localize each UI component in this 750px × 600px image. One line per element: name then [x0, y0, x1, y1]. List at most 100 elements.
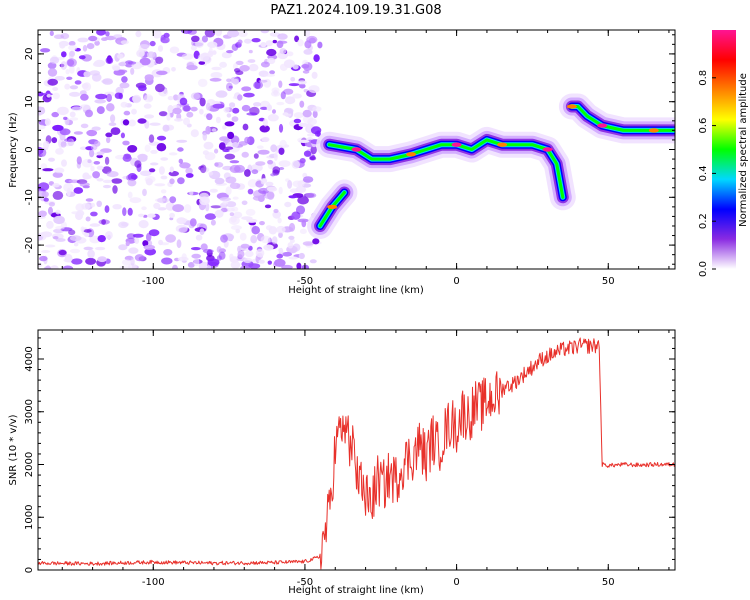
noise-speck: [69, 65, 75, 74]
noise-speck: [241, 104, 251, 112]
noise-speck: [278, 232, 283, 238]
noise-speck: [241, 151, 249, 158]
noise-speck: [122, 140, 130, 146]
noise-speck: [245, 250, 254, 258]
noise-speck: [69, 50, 75, 57]
noise-speck: [38, 91, 44, 97]
noise-speck: [82, 174, 92, 180]
noise-speck: [183, 117, 190, 126]
colorbar-tick-label: 0.4: [698, 165, 709, 181]
noise-speck: [222, 125, 227, 130]
noise-speck: [190, 92, 201, 100]
noise-speck: [38, 182, 50, 191]
noise-speck: [90, 202, 96, 208]
noise-speck: [214, 162, 224, 168]
noise-speck: [106, 103, 115, 112]
noise-speck: [153, 202, 161, 209]
noise-speck: [78, 55, 86, 60]
noise-speck: [269, 70, 275, 75]
noise-speck: [243, 257, 253, 264]
noise-speck: [178, 158, 183, 164]
noise-speck: [263, 244, 274, 251]
noise-speck: [226, 113, 232, 118]
noise-speck: [53, 215, 65, 225]
noise-speck: [144, 175, 156, 183]
noise-speck: [104, 205, 110, 213]
noise-speck: [253, 81, 264, 89]
noise-speck: [52, 87, 59, 91]
noise-speck: [226, 82, 233, 92]
noise-speck: [48, 157, 55, 162]
noise-speck: [41, 250, 51, 253]
noise-speck: [161, 257, 173, 265]
noise-speck: [195, 234, 203, 241]
snr-ylabel: SNR (10 * v/v): [8, 414, 19, 485]
noise-speck: [258, 259, 265, 264]
noise-speck: [177, 147, 184, 152]
noise-speck: [123, 110, 131, 116]
noise-speck: [90, 165, 95, 172]
noise-speck: [185, 167, 193, 175]
y-tick-label: 2000: [24, 452, 35, 477]
noise-speck: [94, 99, 107, 104]
y-tick-label: 4000: [24, 346, 35, 371]
noise-speck: [302, 176, 314, 183]
noise-speck: [190, 106, 198, 112]
noise-speck: [296, 262, 302, 269]
noise-speck: [312, 106, 322, 112]
noise-speck: [210, 219, 216, 226]
noise-speck: [253, 102, 262, 107]
noise-speck: [276, 101, 285, 106]
noise-speck: [45, 265, 51, 269]
spectrogram-xlabel: Height of straight line (km): [288, 285, 424, 296]
noise-speck: [229, 164, 241, 174]
noise-speck: [96, 106, 105, 115]
noise-speck: [49, 30, 54, 36]
noise-speck: [306, 123, 312, 127]
noise-speck: [126, 233, 136, 240]
noise-speck: [138, 220, 149, 229]
noise-speck: [160, 175, 168, 180]
noise-speck: [44, 118, 51, 126]
noise-speck: [144, 114, 155, 119]
noise-speck: [85, 257, 97, 265]
noise-speck: [283, 88, 294, 95]
noise-speck: [89, 70, 101, 76]
noise-speck: [286, 51, 294, 57]
noise-speck: [278, 80, 283, 88]
colorbar-tick-label: 0.0: [698, 261, 709, 277]
noise-speck: [156, 135, 167, 141]
noise-speck: [136, 49, 145, 58]
noise-speck: [206, 113, 213, 121]
noise-speck: [278, 248, 283, 253]
noise-speck: [140, 170, 152, 177]
noise-speck: [167, 96, 174, 101]
noise-speck: [138, 154, 148, 162]
noise-speck: [58, 249, 67, 256]
noise-speck: [207, 41, 218, 48]
noise-speck: [223, 106, 230, 113]
noise-speck: [127, 145, 138, 153]
noise-speck: [297, 218, 309, 223]
noise-speck: [210, 72, 223, 79]
noise-speck: [214, 148, 219, 154]
noise-speck: [307, 133, 315, 137]
ridge-peak: [597, 123, 608, 128]
noise-speck: [183, 204, 192, 213]
noise-speck: [259, 125, 270, 133]
noise-speck: [169, 166, 174, 173]
noise-speck: [237, 39, 243, 45]
noise-speck: [134, 160, 142, 168]
noise-speck: [122, 207, 127, 217]
noise-speck: [86, 43, 95, 50]
noise-speck: [257, 149, 270, 155]
noise-speck: [210, 205, 222, 209]
noise-speck: [59, 128, 71, 136]
noise-speck: [139, 57, 151, 66]
noise-speck: [159, 242, 170, 246]
noise-speck: [160, 189, 167, 194]
noise-speck: [308, 85, 320, 94]
noise-speck: [60, 61, 67, 70]
noise-speck: [310, 145, 317, 155]
noise-speck: [92, 61, 104, 67]
